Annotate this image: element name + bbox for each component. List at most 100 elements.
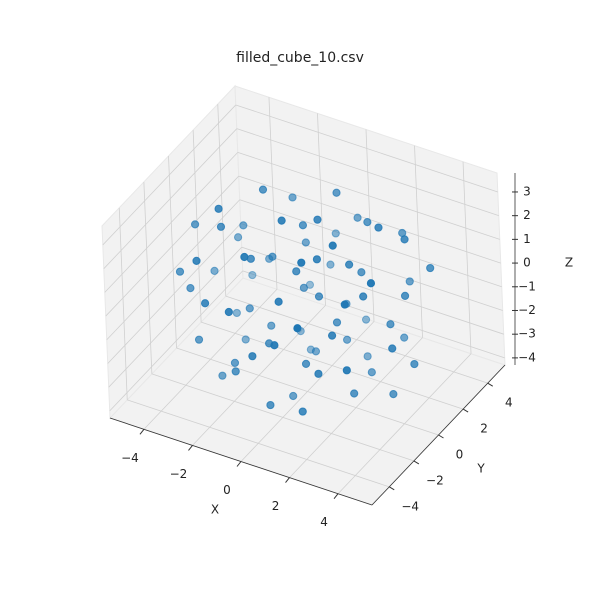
point (340, 300, 349, 309)
grid-line (242, 270, 505, 359)
point (327, 331, 337, 340)
tick-mark (413, 460, 420, 465)
grid-line (236, 128, 499, 217)
point (274, 297, 283, 306)
point (288, 193, 297, 202)
point (298, 407, 307, 416)
point (239, 221, 248, 230)
tick-mark (188, 445, 193, 451)
y-tick-label: 2 (480, 422, 488, 436)
grid-line (102, 104, 237, 246)
point (297, 258, 306, 267)
point (214, 204, 223, 213)
point (426, 263, 435, 273)
tick-mark (438, 434, 444, 439)
point (299, 283, 308, 292)
point (331, 229, 340, 238)
point (328, 241, 337, 250)
point (400, 333, 409, 342)
point (313, 215, 322, 224)
point (342, 366, 351, 375)
tick-mark (139, 428, 145, 435)
point (233, 233, 243, 242)
point (270, 341, 279, 350)
point (326, 260, 335, 269)
point (388, 344, 397, 353)
point (301, 359, 311, 368)
x-axis-label: X (211, 503, 219, 517)
grid-line (217, 104, 227, 297)
point (200, 299, 210, 308)
grid-line (168, 155, 177, 349)
point (194, 335, 204, 344)
y-tick-label: 4 (505, 396, 513, 410)
point (298, 221, 308, 230)
point (190, 220, 200, 229)
grid-line (127, 399, 390, 488)
x-tick-label: 0 (223, 483, 231, 497)
point (289, 391, 298, 401)
point (266, 400, 275, 410)
point (277, 216, 286, 225)
axis-line (109, 417, 373, 506)
point (248, 352, 257, 361)
point (400, 291, 410, 301)
point (231, 367, 240, 376)
point (342, 335, 352, 344)
point (389, 390, 398, 399)
z-tick-label: 3 (523, 184, 531, 198)
point (345, 260, 354, 269)
tick-mark (462, 408, 469, 413)
point (363, 218, 372, 227)
chart-title: filled_cube_10.csv (236, 50, 364, 66)
grid-line (104, 152, 239, 293)
grid-line (414, 145, 423, 338)
grid-line (107, 223, 242, 364)
z-tick-label: −4 (518, 350, 536, 364)
tick-mark (333, 493, 339, 500)
grid-line (103, 128, 238, 269)
grid-line (462, 161, 472, 354)
grid-line (237, 151, 500, 240)
point (192, 256, 201, 265)
grid-line (143, 181, 153, 374)
tick-mark (236, 461, 242, 467)
z-tick-label: 1 (523, 232, 531, 246)
point (241, 335, 250, 344)
grid-line (241, 246, 504, 335)
point (363, 352, 372, 361)
grid-line (118, 207, 128, 400)
z-axis-label: Z (565, 256, 573, 270)
z-tick-label: −3 (518, 327, 536, 341)
point (357, 268, 366, 277)
point (359, 292, 368, 301)
point (268, 252, 277, 261)
point (332, 188, 341, 197)
point (245, 304, 254, 313)
x-tick-label: −4 (121, 451, 139, 465)
point (232, 308, 241, 318)
point (374, 223, 383, 232)
grid-line (176, 347, 439, 436)
point (218, 371, 227, 380)
point (410, 359, 419, 369)
point (258, 185, 268, 194)
grid-line (106, 199, 241, 341)
point (186, 284, 195, 293)
y-tick-label: −4 (401, 499, 419, 513)
y-tick-label: −2 (426, 473, 444, 487)
grid-line (109, 270, 243, 412)
z-tick-label: −2 (518, 303, 536, 317)
point (311, 347, 321, 356)
grid-line (239, 199, 502, 288)
point (312, 255, 322, 264)
point (350, 389, 359, 398)
tick-mark (285, 477, 290, 483)
point (292, 267, 301, 276)
point (293, 324, 302, 333)
point (353, 213, 362, 222)
y-axis-label: Y (476, 462, 485, 476)
point (405, 277, 414, 286)
point (230, 358, 240, 367)
